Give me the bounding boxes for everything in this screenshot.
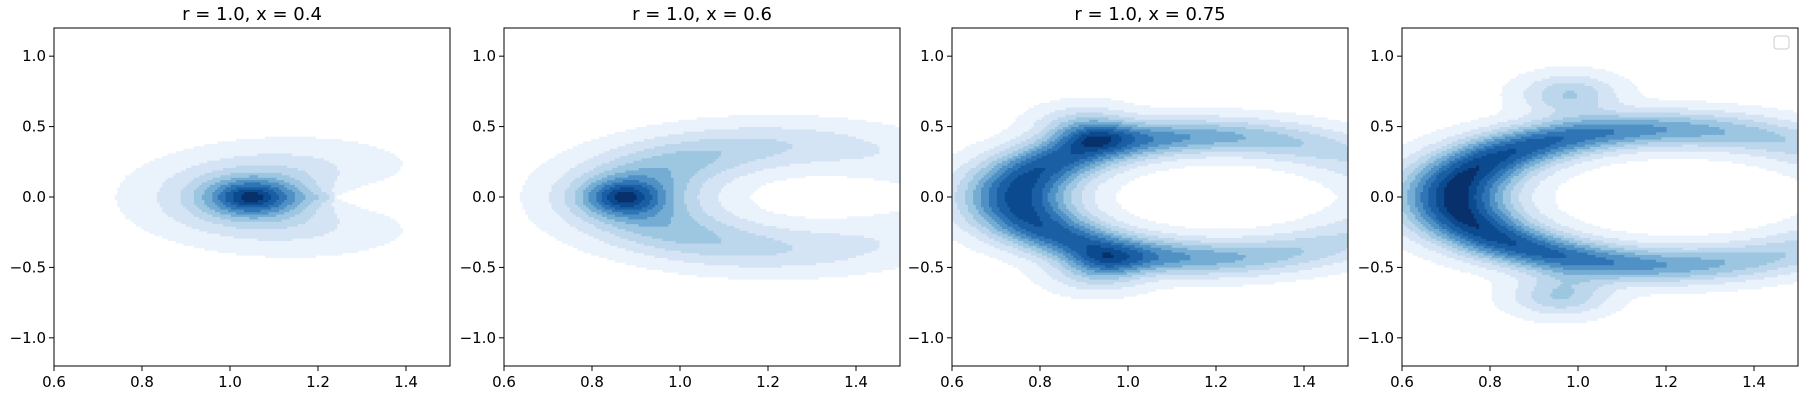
x-tick-label: 0.6 [492, 373, 516, 391]
subplot-grid: 0.6 0.8 1.0 1.2 1.4 −1.0 −0.5 0.0 0.5 1.0 r = 1.0,… [10, 4, 1799, 391]
density-contours [952, 98, 1349, 299]
x-tick-label: 1.2 [756, 373, 780, 391]
y-tick-label: −1.0 [10, 329, 46, 347]
x-tick-label: 1.0 [1116, 373, 1140, 391]
density-contours [1402, 67, 1799, 324]
legend-box [1774, 36, 1789, 49]
y-tick-label: 1.0 [22, 47, 46, 65]
y-tick-label: 0.5 [22, 118, 46, 136]
x-tick-label: 1.2 [1204, 373, 1228, 391]
y-tick-label: −0.5 [460, 258, 496, 276]
contour-level-10 [615, 192, 637, 202]
x-tick-label: 1.0 [668, 373, 692, 391]
y-tick-label: 0.0 [920, 188, 944, 206]
x-tick-label: 1.0 [1566, 373, 1590, 391]
x-tick-label: 1.4 [1292, 373, 1316, 391]
y-tick-label: −0.5 [10, 258, 46, 276]
subplot-title: r = 1.0, x = 0.4 [182, 4, 322, 25]
y-tick-label: −1.0 [908, 329, 944, 347]
y-tick-label: −1.0 [1358, 329, 1394, 347]
x-tick-label: 0.8 [1478, 373, 1502, 391]
y-tick-label: 1.0 [920, 47, 944, 65]
y-tick-label: −0.5 [908, 258, 944, 276]
y-tick-label: 0.5 [472, 118, 496, 136]
y-tick-label: −0.5 [1358, 258, 1394, 276]
x-tick-label: 1.2 [306, 373, 330, 391]
x-tick-label: 0.6 [1390, 373, 1414, 391]
y-tick-label: 1.0 [472, 47, 496, 65]
subplot-title: r = 1.0, x = 0.6 [632, 4, 772, 25]
y-tick-label: 0.0 [1370, 188, 1394, 206]
density-contours [520, 115, 901, 280]
x-tick-label: 0.8 [130, 373, 154, 391]
y-tick-label: 0.5 [1370, 118, 1394, 136]
subplot-3: 0.6 0.8 1.0 1.2 1.4 −1.0 −0.5 0.0 0.5 1.0 r = 1.0,… [908, 4, 1349, 391]
x-tick-label: 1.4 [1742, 373, 1766, 391]
x-tick-label: 0.8 [1028, 373, 1052, 391]
x-tick-label: 0.6 [940, 373, 964, 391]
subplot-1: 0.6 0.8 1.0 1.2 1.4 −1.0 −0.5 0.0 0.5 1.0 r = 1.0,… [10, 4, 450, 391]
y-tick-label: 0.5 [920, 118, 944, 136]
y-tick-label: −1.0 [460, 329, 496, 347]
density-contours [115, 137, 403, 258]
x-tick-label: 1.4 [844, 373, 868, 391]
y-tick-label: 1.0 [1370, 47, 1394, 65]
x-tick-label: 0.8 [580, 373, 604, 391]
x-tick-label: 1.4 [394, 373, 418, 391]
subplot-4: 0.6 0.8 1.0 1.2 1.4 −1.0 −0.5 0.0 0.5 1.0 [1358, 28, 1799, 391]
subplot-title: r = 1.0, x = 0.75 [1074, 4, 1225, 25]
subplot-2: 0.6 0.8 1.0 1.2 1.4 −1.0 −0.5 0.0 0.5 1.0 r = 1.0,… [460, 4, 901, 391]
y-tick-label: 0.0 [472, 188, 496, 206]
x-tick-label: 1.0 [218, 373, 242, 391]
y-tick-label: 0.0 [22, 188, 46, 206]
x-tick-label: 0.6 [42, 373, 66, 391]
x-tick-label: 1.2 [1654, 373, 1678, 391]
